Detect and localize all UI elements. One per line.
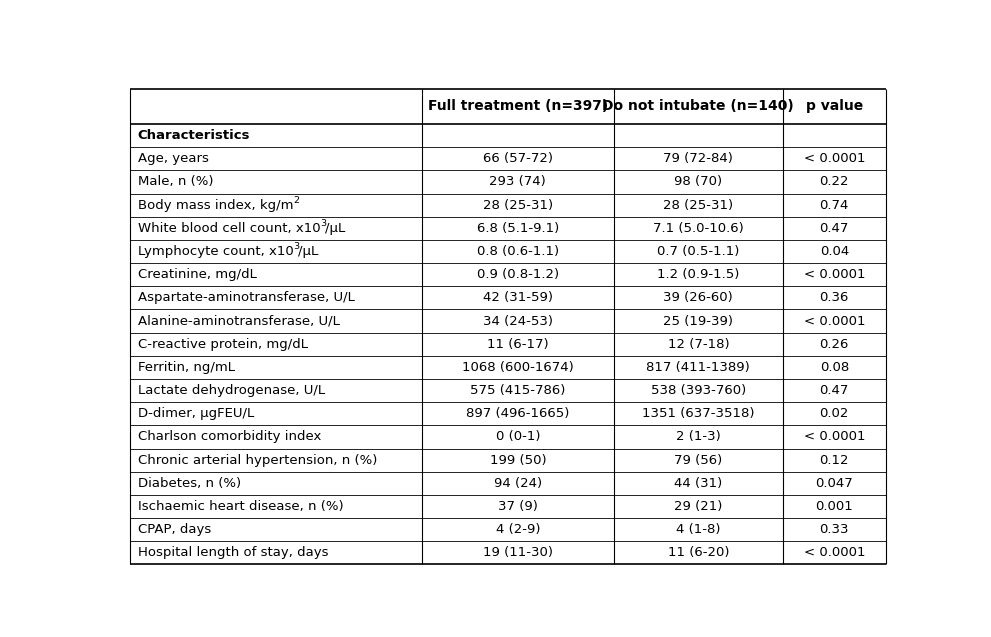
Text: 94 (24): 94 (24) bbox=[494, 477, 542, 490]
Text: 42 (31-59): 42 (31-59) bbox=[483, 291, 553, 304]
Text: 0.047: 0.047 bbox=[816, 477, 853, 490]
Text: Ischaemic heart disease, n (%): Ischaemic heart disease, n (%) bbox=[138, 500, 343, 513]
Text: Hospital length of stay, days: Hospital length of stay, days bbox=[138, 547, 328, 559]
Text: 0.7 (0.5-1.1): 0.7 (0.5-1.1) bbox=[657, 245, 739, 258]
Text: 199 (50): 199 (50) bbox=[490, 454, 546, 467]
Text: Lactate dehydrogenase, U/L: Lactate dehydrogenase, U/L bbox=[138, 384, 325, 397]
Text: 817 (411-1389): 817 (411-1389) bbox=[646, 361, 750, 374]
Text: 0.8 (0.6-1.1): 0.8 (0.6-1.1) bbox=[477, 245, 559, 258]
Text: Creatinine, mg/dL: Creatinine, mg/dL bbox=[138, 268, 257, 281]
Text: Chronic arterial hypertension, n (%): Chronic arterial hypertension, n (%) bbox=[138, 454, 377, 467]
Text: 3: 3 bbox=[293, 243, 299, 252]
Text: 0.22: 0.22 bbox=[820, 175, 849, 189]
Text: Aspartate-aminotransferase, U/L: Aspartate-aminotransferase, U/L bbox=[138, 291, 355, 304]
Text: /μL: /μL bbox=[325, 222, 346, 235]
Text: 0.26: 0.26 bbox=[820, 338, 849, 351]
Text: 0.04: 0.04 bbox=[820, 245, 849, 258]
Text: 0 (0-1): 0 (0-1) bbox=[496, 431, 540, 443]
Text: Male, n (%): Male, n (%) bbox=[138, 175, 213, 189]
Text: 0.9 (0.8-1.2): 0.9 (0.8-1.2) bbox=[477, 268, 559, 281]
Text: /μL: /μL bbox=[298, 245, 318, 258]
Text: D-dimer, μgFEU/L: D-dimer, μgFEU/L bbox=[138, 407, 254, 420]
Text: 98 (70): 98 (70) bbox=[674, 175, 722, 189]
Text: 7.1 (5.0-10.6): 7.1 (5.0-10.6) bbox=[653, 222, 743, 235]
Text: 575 (415-786): 575 (415-786) bbox=[470, 384, 566, 397]
Text: 11 (6-17): 11 (6-17) bbox=[487, 338, 549, 351]
Text: 3: 3 bbox=[320, 219, 326, 228]
Text: 66 (57-72): 66 (57-72) bbox=[483, 152, 553, 165]
Text: 897 (496-1665): 897 (496-1665) bbox=[466, 407, 570, 420]
Text: Diabetes, n (%): Diabetes, n (%) bbox=[138, 477, 241, 490]
Text: 1.2 (0.9-1.5): 1.2 (0.9-1.5) bbox=[657, 268, 739, 281]
Text: 28 (25-31): 28 (25-31) bbox=[483, 199, 553, 211]
Text: 79 (72-84): 79 (72-84) bbox=[663, 152, 733, 165]
Text: Body mass index, kg/m: Body mass index, kg/m bbox=[138, 199, 293, 211]
Text: 6.8 (5.1-9.1): 6.8 (5.1-9.1) bbox=[477, 222, 559, 235]
Text: Charlson comorbidity index: Charlson comorbidity index bbox=[138, 431, 321, 443]
Text: 25 (19-39): 25 (19-39) bbox=[663, 315, 733, 327]
Text: 2 (1-3): 2 (1-3) bbox=[676, 431, 720, 443]
Text: C-reactive protein, mg/dL: C-reactive protein, mg/dL bbox=[138, 338, 307, 351]
Text: 39 (26-60): 39 (26-60) bbox=[664, 291, 733, 304]
Text: 37 (9): 37 (9) bbox=[497, 500, 538, 513]
Text: 0.12: 0.12 bbox=[820, 454, 849, 467]
Text: 0.001: 0.001 bbox=[816, 500, 853, 513]
Text: 0.74: 0.74 bbox=[820, 199, 849, 211]
Text: 28 (25-31): 28 (25-31) bbox=[663, 199, 733, 211]
Text: 538 (393-760): 538 (393-760) bbox=[651, 384, 746, 397]
Text: Ferritin, ng/mL: Ferritin, ng/mL bbox=[138, 361, 235, 374]
Text: 12 (7-18): 12 (7-18) bbox=[668, 338, 729, 351]
Text: 1068 (600-1674): 1068 (600-1674) bbox=[462, 361, 574, 374]
Text: 29 (21): 29 (21) bbox=[674, 500, 722, 513]
Text: 0.36: 0.36 bbox=[820, 291, 849, 304]
Text: 0.47: 0.47 bbox=[820, 384, 849, 397]
Text: 34 (24-53): 34 (24-53) bbox=[483, 315, 553, 327]
Text: 44 (31): 44 (31) bbox=[674, 477, 722, 490]
Text: < 0.0001: < 0.0001 bbox=[804, 268, 865, 281]
Text: 293 (74): 293 (74) bbox=[490, 175, 546, 189]
Text: 79 (56): 79 (56) bbox=[674, 454, 722, 467]
Text: Age, years: Age, years bbox=[138, 152, 208, 165]
Text: 0.47: 0.47 bbox=[820, 222, 849, 235]
Text: p value: p value bbox=[806, 99, 863, 113]
Text: 11 (6-20): 11 (6-20) bbox=[668, 547, 729, 559]
Text: 0.08: 0.08 bbox=[820, 361, 849, 374]
Text: Lymphocyte count, x10: Lymphocyte count, x10 bbox=[138, 245, 293, 258]
Text: 1351 (637-3518): 1351 (637-3518) bbox=[642, 407, 754, 420]
Text: 19 (11-30): 19 (11-30) bbox=[483, 547, 553, 559]
Text: Full treatment (n=397): Full treatment (n=397) bbox=[428, 99, 608, 113]
Text: Do not intubate (n=140): Do not intubate (n=140) bbox=[603, 99, 794, 113]
Text: 2: 2 bbox=[293, 196, 299, 205]
Text: White blood cell count, x10: White blood cell count, x10 bbox=[138, 222, 320, 235]
Text: 4 (2-9): 4 (2-9) bbox=[496, 523, 540, 536]
Text: 0.02: 0.02 bbox=[820, 407, 849, 420]
Text: Alanine-aminotransferase, U/L: Alanine-aminotransferase, U/L bbox=[138, 315, 340, 327]
Text: < 0.0001: < 0.0001 bbox=[804, 152, 865, 165]
Text: < 0.0001: < 0.0001 bbox=[804, 547, 865, 559]
Text: CPAP, days: CPAP, days bbox=[138, 523, 211, 536]
Text: < 0.0001: < 0.0001 bbox=[804, 315, 865, 327]
Text: 4 (1-8): 4 (1-8) bbox=[676, 523, 720, 536]
Text: Characteristics: Characteristics bbox=[138, 129, 250, 142]
Text: 0.33: 0.33 bbox=[820, 523, 849, 536]
Text: < 0.0001: < 0.0001 bbox=[804, 431, 865, 443]
